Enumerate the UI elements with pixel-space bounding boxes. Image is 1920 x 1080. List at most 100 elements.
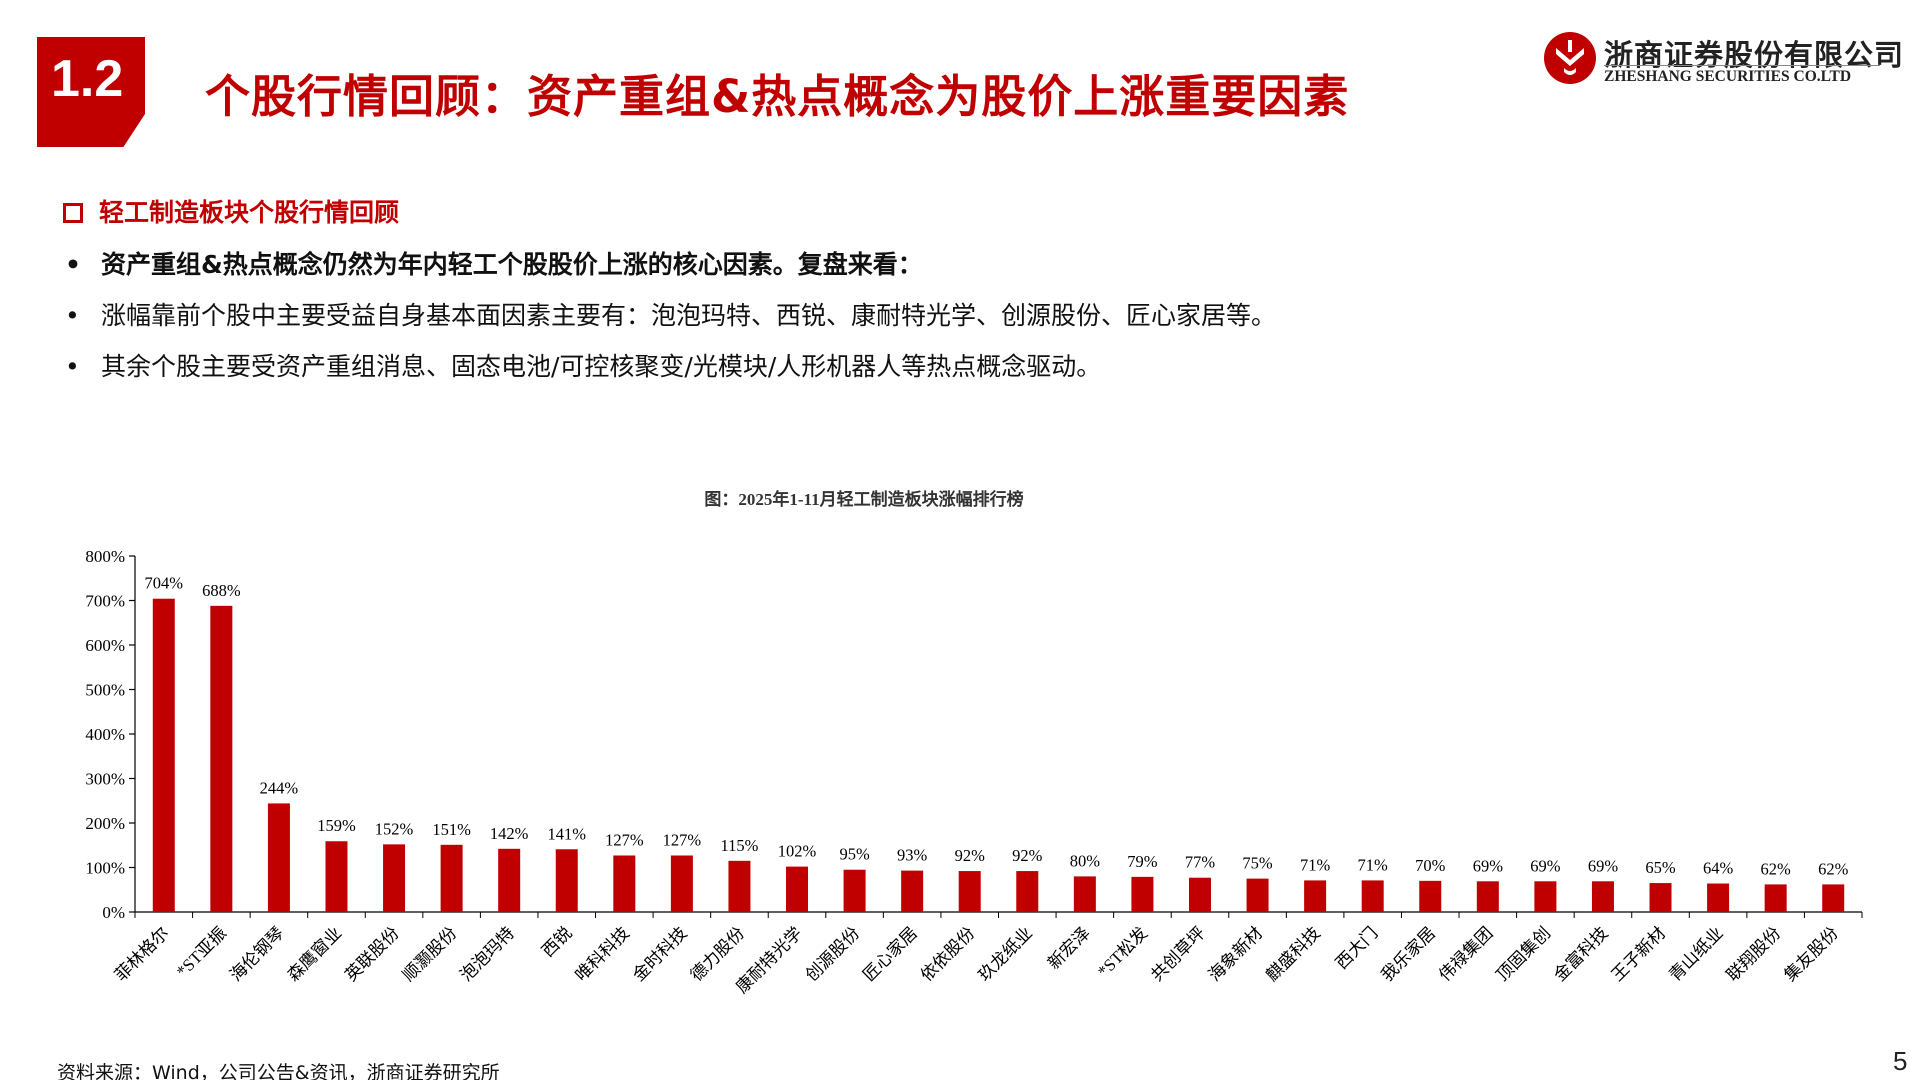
bar-value-label: 80% bbox=[1070, 851, 1101, 870]
bar bbox=[728, 860, 751, 912]
bullet-item: • 涨幅靠前个股中主要受益自身基本面因素主要有：泡泡玛特、西锐、康耐特光学、创源股… bbox=[65, 296, 1276, 332]
y-tick-label: 500% bbox=[85, 681, 125, 700]
bar-value-label: 75% bbox=[1242, 854, 1273, 873]
x-category-label: 英联股份 bbox=[341, 923, 403, 985]
bar bbox=[843, 869, 866, 912]
page-title: 个股行情回顾：资产重组&热点概念为股价上涨重要因素 bbox=[205, 70, 1350, 123]
bar-value-label: 77% bbox=[1185, 853, 1216, 872]
square-bullet-icon bbox=[63, 203, 83, 223]
x-category-label: 麒盛科技 bbox=[1262, 923, 1324, 985]
bar bbox=[1361, 880, 1384, 912]
bar-value-label: 115% bbox=[721, 836, 759, 855]
y-tick-label: 100% bbox=[85, 859, 125, 878]
x-category-label: 金富科技 bbox=[1550, 923, 1612, 985]
x-category-label: 泡泡玛特 bbox=[456, 923, 518, 985]
bar bbox=[613, 855, 636, 912]
bar bbox=[383, 844, 406, 912]
gain-ranking-bar-chart: 图：2025年1-11月轻工制造板块涨幅排行榜 0% 100% 200% 300% 400… bbox=[85, 489, 1863, 997]
y-tick-label: 800% bbox=[85, 547, 125, 566]
bar-value-label: 127% bbox=[663, 830, 702, 849]
source-note: 资料来源：Wind，公司公告&资讯，浙商证券研究所 bbox=[57, 1062, 500, 1080]
x-category-label: 我乐家居 bbox=[1378, 923, 1440, 985]
chart-title: 图：2025年1-11月轻工制造板块涨幅排行榜 bbox=[704, 489, 1023, 509]
bar-value-label: 102% bbox=[778, 842, 817, 861]
bar bbox=[1822, 884, 1845, 912]
bullet-text: 其余个股主要受资产重组消息、固态电池/可控核聚变/光模块/人形机器人等热点概念驱… bbox=[101, 352, 1102, 381]
bar bbox=[555, 849, 578, 912]
y-tick-label: 400% bbox=[85, 725, 125, 744]
bar-value-label: 688% bbox=[202, 581, 241, 600]
bar bbox=[325, 841, 348, 912]
x-category-label: 菲林格尔 bbox=[111, 923, 173, 985]
y-tick-label: 600% bbox=[85, 636, 125, 655]
bar bbox=[1534, 881, 1557, 912]
bar bbox=[901, 870, 924, 912]
bar-value-label: 244% bbox=[260, 778, 299, 797]
logo-company-name-cn: 浙商证券股份有限公司 bbox=[1604, 38, 1905, 72]
bar bbox=[958, 871, 981, 912]
y-tick-label: 0% bbox=[102, 903, 125, 922]
bullet-text: 涨幅靠前个股中主要受益自身基本面因素主要有：泡泡玛特、西锐、康耐特光学、创源股份… bbox=[101, 301, 1277, 330]
bar bbox=[1073, 876, 1096, 912]
bar bbox=[440, 844, 463, 912]
bar bbox=[1016, 871, 1039, 912]
bar bbox=[498, 848, 521, 912]
bar bbox=[1707, 883, 1730, 912]
x-category-label: 西大门 bbox=[1332, 923, 1381, 972]
bar-value-label: 69% bbox=[1530, 856, 1561, 875]
x-category-label: 创源股份 bbox=[802, 923, 864, 985]
bar-value-label: 704% bbox=[145, 574, 184, 593]
bar-value-label: 65% bbox=[1645, 858, 1676, 877]
x-category-label: 金时科技 bbox=[629, 923, 691, 985]
bar-value-label: 95% bbox=[839, 845, 870, 864]
bar-value-label: 142% bbox=[490, 824, 529, 843]
x-category-label: 新宏泽 bbox=[1044, 923, 1093, 972]
x-category-label: 王子新材 bbox=[1608, 923, 1670, 985]
bar-value-label: 141% bbox=[548, 824, 587, 843]
x-category-label: 伟禄集团 bbox=[1435, 923, 1497, 985]
bar bbox=[786, 866, 809, 912]
x-category-label: 依依股份 bbox=[917, 923, 979, 985]
x-category-label: 顶固集创 bbox=[1493, 923, 1555, 985]
bar-value-label: 69% bbox=[1588, 856, 1619, 875]
x-category-label: 西锐 bbox=[538, 923, 575, 960]
bar-value-label: 71% bbox=[1300, 855, 1331, 874]
x-category-label: *ST松发 bbox=[1094, 923, 1152, 981]
bar-value-label: 152% bbox=[375, 819, 414, 838]
y-tick-label: 300% bbox=[85, 770, 125, 789]
bullet-item: • 资产重组&热点概念仍然为年内轻工个股股价上涨的核心因素。复盘来看： bbox=[65, 245, 923, 281]
sub-heading: 轻工制造板块个股行情回顾 bbox=[63, 193, 399, 229]
bar-value-label: 127% bbox=[605, 830, 644, 849]
bar bbox=[1764, 884, 1787, 912]
sub-heading-text: 轻工制造板块个股行情回顾 bbox=[99, 198, 400, 227]
bar-value-label: 92% bbox=[955, 846, 986, 865]
bar-value-label: 70% bbox=[1415, 856, 1446, 875]
bar-value-label: 93% bbox=[897, 846, 928, 865]
bar bbox=[267, 803, 290, 912]
bullet-dot-icon: • bbox=[65, 250, 81, 279]
bar bbox=[1246, 878, 1269, 912]
bar-value-label: 79% bbox=[1127, 852, 1158, 871]
x-category-label: 顺灏股份 bbox=[399, 923, 461, 985]
y-tick-label: 700% bbox=[85, 592, 125, 611]
bar bbox=[1131, 876, 1154, 912]
x-category-label: 匠心家居 bbox=[859, 923, 921, 985]
x-category-label: 青山纸业 bbox=[1665, 923, 1727, 985]
x-category-label: 共创草坪 bbox=[1147, 923, 1209, 985]
bar bbox=[1188, 877, 1211, 912]
x-category-label: 森鹰窗业 bbox=[284, 923, 346, 985]
x-category-label: 联翔股份 bbox=[1723, 923, 1785, 985]
bar-value-label: 62% bbox=[1761, 859, 1792, 878]
bar-value-label: 92% bbox=[1012, 846, 1043, 865]
bar-value-label: 159% bbox=[317, 816, 356, 835]
bar-value-label: 64% bbox=[1703, 859, 1734, 878]
bar-value-label: 62% bbox=[1818, 859, 1849, 878]
x-category-label: 集友股份 bbox=[1781, 923, 1843, 985]
zheshang-logo-icon bbox=[1544, 32, 1596, 84]
bullet-item: • 其余个股主要受资产重组消息、固态电池/可控核聚变/光模块/人形机器人等热点概念… bbox=[65, 347, 1101, 383]
bullet-text: 资产重组&热点概念仍然为年内轻工个股股价上涨的核心因素。复盘来看： bbox=[101, 250, 923, 279]
bar bbox=[1649, 883, 1672, 912]
bullet-dot-icon: • bbox=[65, 301, 80, 330]
x-category-label: 海伦钢琴 bbox=[226, 923, 288, 985]
company-logo: 浙商证券股份有限公司 ZHESHANG SECURITIES CO.LTD bbox=[1542, 30, 1903, 90]
